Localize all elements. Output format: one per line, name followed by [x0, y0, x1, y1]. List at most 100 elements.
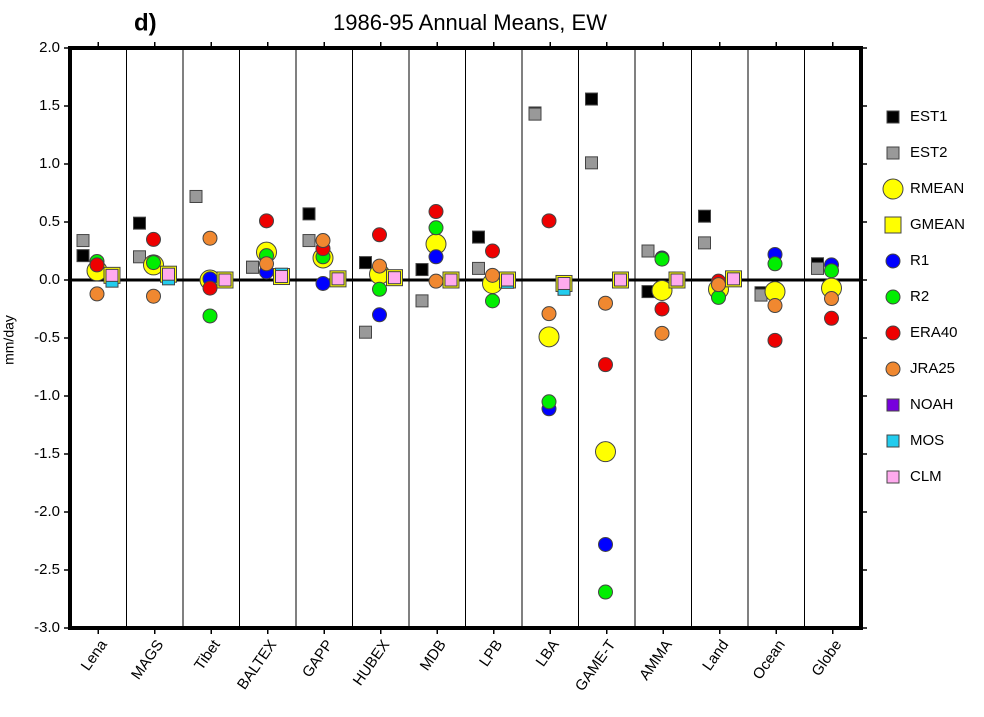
- data-point: [767, 298, 783, 314]
- x-tick-label: Lena: [78, 636, 111, 674]
- data-point: [428, 220, 444, 236]
- data-point: [202, 280, 218, 296]
- legend-marker: [885, 325, 901, 341]
- legend-marker: [885, 253, 901, 269]
- legend-label: EST1: [910, 108, 948, 125]
- data-point: [824, 310, 839, 326]
- data-point: [485, 293, 500, 309]
- x-tick-label: GAME-T: [572, 637, 619, 695]
- data-point: [651, 279, 673, 301]
- data-point: [598, 295, 613, 311]
- legend-label: RMEAN: [910, 180, 964, 197]
- data-point: [76, 234, 90, 248]
- legend-marker: [884, 216, 902, 234]
- y-tick-label: 1.0: [39, 155, 60, 172]
- x-tick-label: AMMA: [636, 637, 676, 684]
- data-point: [202, 308, 218, 324]
- panel-label: d): [134, 9, 157, 36]
- data-point: [428, 204, 444, 220]
- y-tick-label: 1.5: [39, 97, 60, 114]
- legend-marker: [882, 178, 904, 200]
- data-point: [614, 273, 627, 287]
- data-point: [162, 267, 175, 281]
- data-point: [585, 92, 598, 106]
- data-point: [485, 267, 500, 283]
- data-point: [654, 301, 670, 317]
- data-point: [146, 288, 161, 304]
- x-tick-label: LPB: [476, 637, 506, 670]
- data-point: [146, 231, 161, 247]
- legend-marker: [885, 289, 901, 305]
- data-point: [595, 441, 616, 463]
- data-point: [485, 243, 500, 259]
- data-point: [472, 230, 485, 244]
- y-tick-label: -3.0: [34, 619, 60, 636]
- data-point: [472, 261, 485, 275]
- data-point: [698, 236, 711, 250]
- data-point: [698, 209, 711, 223]
- y-tick-label: -1.0: [34, 387, 60, 404]
- legend-label: GMEAN: [910, 216, 965, 233]
- legend-marker: [886, 470, 900, 484]
- data-point: [146, 255, 161, 271]
- data-point: [315, 233, 331, 249]
- legend-marker: [886, 434, 900, 448]
- x-tick-label: MDB: [417, 637, 450, 674]
- data-point: [76, 249, 90, 263]
- data-point: [598, 357, 613, 373]
- data-point: [811, 261, 824, 275]
- x-tick-label: Tibet: [191, 636, 224, 673]
- data-point: [444, 273, 458, 287]
- data-point: [670, 273, 684, 287]
- data-point: [89, 286, 105, 302]
- data-point: [767, 332, 783, 348]
- y-axis-label: mm/day: [1, 315, 17, 365]
- data-point: [388, 271, 401, 285]
- data-point: [654, 325, 670, 341]
- data-point: [824, 291, 839, 307]
- data-point: [372, 227, 387, 243]
- x-tick-label: Globe: [808, 637, 845, 680]
- legend-label: CLM: [910, 468, 942, 485]
- data-point: [259, 256, 274, 272]
- data-point: [259, 213, 274, 229]
- legend-marker: [886, 110, 900, 124]
- data-point: [501, 273, 514, 287]
- legend-label: NOAH: [910, 396, 953, 413]
- x-tick-label: MAGS: [128, 637, 167, 683]
- legend-marker: [886, 146, 900, 160]
- data-point: [89, 257, 105, 273]
- data-point: [541, 306, 557, 322]
- x-tick-label: Land: [699, 637, 732, 674]
- y-tick-label: 0.5: [39, 213, 60, 230]
- data-point: [598, 584, 613, 600]
- data-point: [315, 275, 331, 291]
- data-point: [824, 263, 839, 279]
- data-point: [711, 277, 726, 293]
- data-point: [598, 536, 613, 552]
- data-point: [767, 256, 783, 272]
- data-point: [711, 289, 726, 305]
- data-point: [528, 107, 542, 121]
- x-tick-label: GAPP: [299, 637, 337, 681]
- chart-title: 1986-95 Annual Means, EW: [333, 10, 607, 35]
- data-point: [302, 234, 316, 248]
- x-tick-label: HUBEX: [350, 637, 394, 689]
- legend-label: MOS: [910, 432, 944, 449]
- y-tick-label: -0.5: [34, 329, 60, 346]
- data-point: [133, 250, 146, 264]
- data-point: [541, 213, 557, 229]
- legend-marker: [885, 361, 901, 377]
- legend-label: JRA25: [910, 360, 955, 377]
- data-point: [331, 272, 345, 286]
- data-point: [428, 273, 444, 289]
- data-point: [105, 268, 119, 282]
- data-point: [189, 189, 203, 203]
- data-point: [372, 307, 387, 323]
- y-tick-label: 2.0: [39, 39, 60, 56]
- data-point: [202, 230, 218, 246]
- legend-label: ERA40: [910, 324, 958, 341]
- data-point: [218, 273, 232, 287]
- legend-marker: [886, 398, 900, 412]
